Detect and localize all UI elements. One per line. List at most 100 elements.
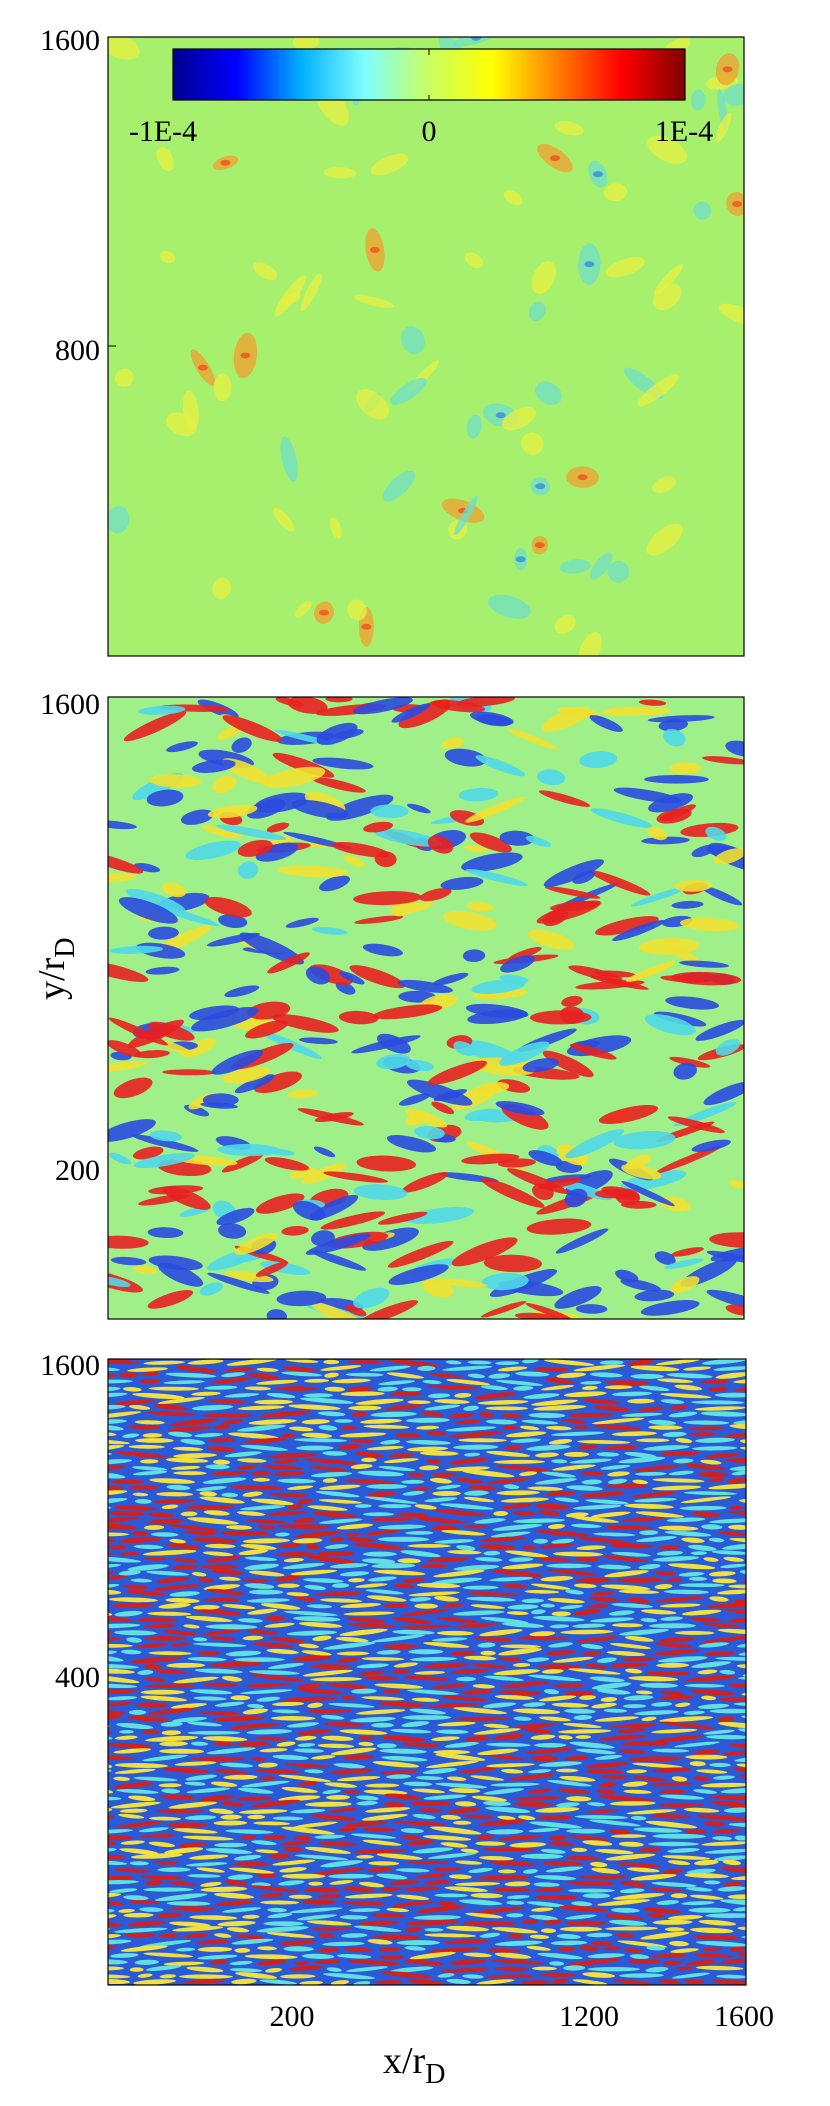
field-stripe <box>260 1603 301 1610</box>
field-stripe <box>320 1365 362 1371</box>
field-filament <box>443 910 497 931</box>
field-stripe <box>367 1866 393 1873</box>
field-stripe <box>608 1919 648 1926</box>
field-filament <box>277 865 349 878</box>
field-stripe <box>206 1747 256 1755</box>
field-stripe <box>267 1907 287 1913</box>
field-stripe <box>289 1907 343 1914</box>
field-stripe <box>143 1623 177 1629</box>
field-stripe <box>585 1762 629 1769</box>
field-filament <box>663 728 686 747</box>
field-stripe <box>351 1833 397 1839</box>
field-stripe <box>396 1512 430 1518</box>
field-stripe <box>108 1643 133 1648</box>
field-stripe <box>88 1695 103 1699</box>
field-stripe <box>589 1819 641 1827</box>
field-stripe <box>395 1868 430 1873</box>
field-stripe <box>342 1901 387 1906</box>
field-stripe <box>299 1980 323 1985</box>
field-stripe <box>118 1813 145 1819</box>
field-stripe <box>651 1953 688 1958</box>
field-filament <box>353 891 422 906</box>
field-stripe <box>483 1800 511 1806</box>
field-stripe <box>654 1596 706 1603</box>
field-stripe <box>562 1723 602 1728</box>
field-stripe <box>257 1959 287 1966</box>
field-stripe <box>298 1688 344 1695</box>
field-stripe <box>409 1708 447 1715</box>
field-stripe <box>108 1683 138 1689</box>
field-stripe <box>479 1629 523 1637</box>
field-stripe <box>401 1479 425 1484</box>
field-stripe <box>430 1826 482 1835</box>
field-stripe <box>594 1716 639 1722</box>
field-stripe <box>727 1618 746 1623</box>
field-stripe <box>444 1886 489 1892</box>
field-filament <box>440 876 484 890</box>
field-stripe <box>145 1735 199 1742</box>
field-stripe <box>717 1589 746 1595</box>
x-axis-label-main: x/r <box>383 2040 426 2082</box>
field-stripe <box>292 1821 338 1829</box>
field-filament <box>301 1163 346 1185</box>
field-stripe <box>229 1968 263 1973</box>
field-stripe <box>409 1801 453 1806</box>
field-stripe <box>185 1862 228 1867</box>
field-stripe <box>214 1933 232 1938</box>
field-filament <box>550 900 600 912</box>
field-stripe <box>275 1386 317 1391</box>
field-stripe <box>195 1486 227 1492</box>
field-stripe <box>540 1576 574 1582</box>
field-filament <box>276 1290 327 1307</box>
field-stripe <box>610 1662 649 1668</box>
field-stripe <box>683 1366 711 1371</box>
field-stripe <box>304 1846 352 1854</box>
field-stripe <box>724 1986 748 1991</box>
field-stripe <box>205 1556 241 1563</box>
field-stripe <box>530 1734 556 1740</box>
field-stripe <box>240 1505 286 1511</box>
field-stripe <box>356 1663 389 1669</box>
field-stripe <box>579 1695 596 1700</box>
field-stripe <box>383 1603 408 1609</box>
field-blob <box>156 147 175 172</box>
field-stripe <box>683 1807 720 1813</box>
field-stripe <box>542 1669 564 1674</box>
field-stripe <box>640 1931 690 1940</box>
field-blob <box>273 507 295 532</box>
field-stripe <box>666 1517 706 1523</box>
field-stripe <box>684 1464 727 1470</box>
field-stripe <box>639 1847 661 1853</box>
field-stripe <box>201 1413 254 1418</box>
field-stripe <box>667 1915 703 1920</box>
field-stripe <box>234 1947 251 1953</box>
field-stripe <box>497 1815 516 1820</box>
field-stripe <box>415 1776 444 1780</box>
field-stripe <box>119 1552 140 1556</box>
field-stripe <box>480 1616 529 1624</box>
field-stripe <box>690 1551 707 1556</box>
field-filament <box>613 1130 676 1150</box>
field-stripe <box>508 1773 555 1781</box>
field-stripe <box>635 1536 677 1542</box>
field-stripe <box>432 1472 457 1478</box>
field-filament <box>658 718 689 732</box>
field-filament <box>660 975 707 983</box>
field-stripe <box>296 1499 313 1505</box>
field-filament <box>234 1232 279 1255</box>
field-stripe <box>322 1451 347 1456</box>
field-stripe <box>435 1729 469 1735</box>
field-stripe <box>659 1789 686 1795</box>
field-stripe <box>126 1986 178 1992</box>
field-filament <box>405 1059 435 1072</box>
field-stripe <box>414 1504 437 1510</box>
field-stripe <box>551 1431 605 1437</box>
field-stripe <box>742 1669 746 1677</box>
field-stripe <box>409 1656 457 1662</box>
field-filament <box>541 706 591 732</box>
field-stripe <box>357 1470 405 1477</box>
field-stripe <box>612 1623 643 1628</box>
field-stripe <box>506 1611 529 1616</box>
field-stripe <box>327 1683 370 1689</box>
field-stripe <box>460 1848 479 1854</box>
